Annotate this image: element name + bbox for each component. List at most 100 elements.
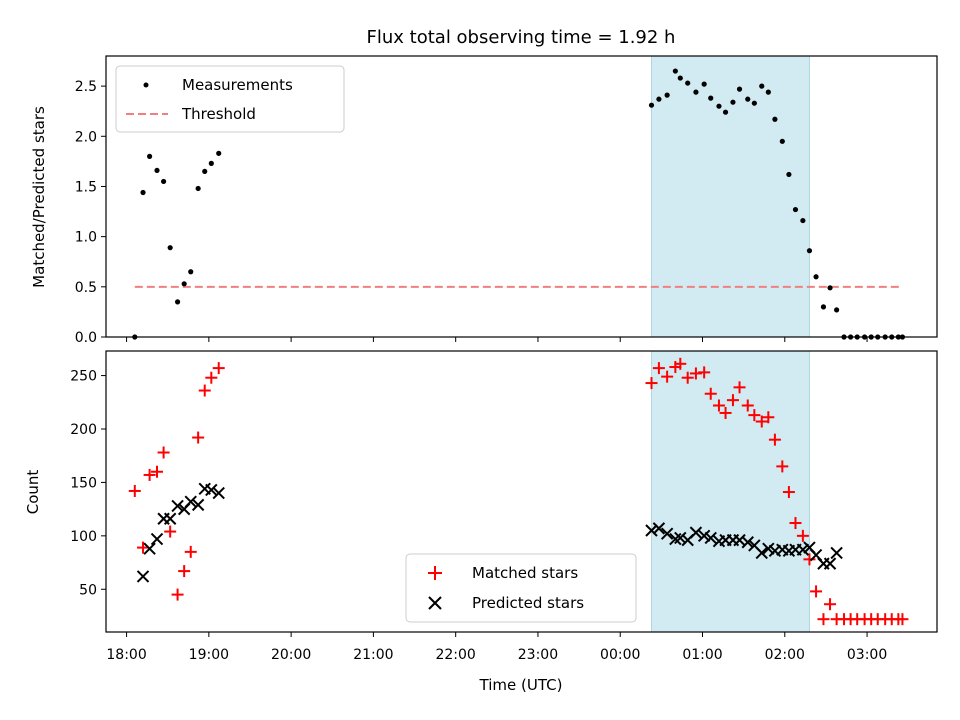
top-panel: 0.0 0.5 1.0 1.5 2.0 2.5 Matched/Predicted sta… xyxy=(30,55,938,346)
x-tick-label: 23:00 xyxy=(518,647,558,663)
legend-label-predicted-stars: Predicted stars xyxy=(472,594,584,612)
matched-star-point xyxy=(164,525,177,538)
bottom-axes-frame xyxy=(105,350,938,633)
matched-star-point xyxy=(178,565,191,578)
legend-label-threshold: Threshold xyxy=(181,105,256,123)
predicted-star-point xyxy=(755,546,768,560)
predicted-star-point xyxy=(191,498,205,512)
top-x-ticks xyxy=(126,337,868,342)
predicted-star-point xyxy=(205,483,218,497)
predicted-star-point xyxy=(150,532,164,546)
measurement-point xyxy=(708,95,714,101)
x-tick-label: 18:00 xyxy=(106,647,146,663)
matched-star-point xyxy=(719,406,732,419)
predicted-star-point xyxy=(660,527,674,540)
x-tick-label: 02:00 xyxy=(765,647,805,663)
bottom-y-axis-label: Count xyxy=(24,470,42,515)
matched-star-point xyxy=(726,394,739,407)
measurement-point xyxy=(772,116,778,122)
top-y-axis: 0.0 0.5 1.0 1.5 2.0 2.5 xyxy=(75,79,106,346)
count-points xyxy=(128,357,909,626)
legend-marker-matched-stars xyxy=(428,566,442,580)
measurement-point xyxy=(736,86,743,92)
bottom-legend-box xyxy=(405,553,637,623)
matched-star-point xyxy=(137,541,150,554)
top-y-axis-label: Matched/Predicted stars xyxy=(30,106,48,288)
measurement-point xyxy=(716,103,722,109)
matched-star-point xyxy=(128,484,141,497)
predicted-star-point xyxy=(143,542,156,555)
matched-star-point xyxy=(698,366,711,379)
measurement-point xyxy=(160,178,167,185)
measurement-point xyxy=(800,217,806,224)
matched-star-point xyxy=(755,415,768,428)
top-y-tick-label: 0.0 xyxy=(75,330,97,346)
x-tick-label: 20:00 xyxy=(271,647,311,663)
bottom-y-axis: 50 100 150 200 250 xyxy=(70,369,106,598)
predicted-star-point xyxy=(212,486,225,500)
matched-star-point xyxy=(157,446,170,459)
matched-star-point xyxy=(762,411,775,424)
measurement-point xyxy=(140,189,146,196)
matched-star-point xyxy=(803,553,816,566)
matched-star-point xyxy=(171,588,184,601)
matched-star-point xyxy=(896,613,909,626)
bottom-y-tick-label: 150 xyxy=(70,475,97,491)
matched-star-point xyxy=(768,433,781,446)
measurement-point xyxy=(677,75,683,81)
legend-label-measurements: Measurements xyxy=(182,76,293,94)
measurement-point xyxy=(806,248,813,254)
measurement-point xyxy=(765,89,771,95)
predicted-star-point xyxy=(645,524,658,537)
x-axis-label: Time (UTC) xyxy=(479,676,563,694)
measurement-point xyxy=(154,167,160,174)
matched-star-point xyxy=(741,399,754,412)
predicted-star-point xyxy=(136,570,150,583)
legend-marker-measurements xyxy=(143,82,149,88)
predicted-star-point xyxy=(823,557,837,570)
measurement-point xyxy=(759,83,765,89)
measurement-point xyxy=(188,269,194,275)
bottom-y-tick-label: 50 xyxy=(79,582,97,598)
measurement-point xyxy=(167,245,173,251)
matched-star-point xyxy=(151,465,164,478)
top-y-tick-label: 1.0 xyxy=(75,230,97,246)
matched-star-point xyxy=(796,529,809,542)
measurement-point xyxy=(745,96,751,102)
x-tick-label: 03:00 xyxy=(847,647,887,663)
matched-star-point xyxy=(645,377,658,390)
matched-star-point xyxy=(712,399,725,412)
measurement-point xyxy=(820,304,827,310)
top-axes-frame xyxy=(105,55,938,338)
predicted-star-point xyxy=(741,536,754,549)
top-y-tick-label: 2.0 xyxy=(75,129,97,145)
measurement-point xyxy=(693,89,699,95)
matched-star-point xyxy=(810,585,823,598)
matched-star-point xyxy=(789,517,802,530)
predicted-star-point xyxy=(184,495,197,508)
measurement-point xyxy=(751,100,757,106)
matched-star-point xyxy=(776,460,789,473)
top-y-tick-label: 2.5 xyxy=(75,79,97,95)
measurement-point xyxy=(730,99,736,105)
legend-label-matched-stars: Matched stars xyxy=(472,564,578,582)
measurement-point xyxy=(656,96,662,102)
x-tick-label: 00:00 xyxy=(600,647,640,663)
measurement-point xyxy=(181,281,187,287)
predicted-star-point xyxy=(830,546,843,560)
matched-star-point xyxy=(143,468,156,481)
measurement-point xyxy=(664,92,670,98)
measurement-point xyxy=(792,206,799,213)
predicted-star-point xyxy=(171,499,184,513)
measurement-point xyxy=(834,307,840,313)
bottom-legend: Matched stars Predicted stars xyxy=(405,553,637,623)
measurement-point xyxy=(685,80,691,86)
matched-star-point xyxy=(689,367,702,380)
matched-star-point xyxy=(748,409,761,422)
matched-star-point xyxy=(674,357,687,370)
measurement-point xyxy=(701,81,707,87)
predicted-star-point xyxy=(163,512,177,525)
matched-star-point xyxy=(652,362,665,375)
predicted-star-point xyxy=(704,531,717,545)
matched-star-point xyxy=(733,381,746,394)
